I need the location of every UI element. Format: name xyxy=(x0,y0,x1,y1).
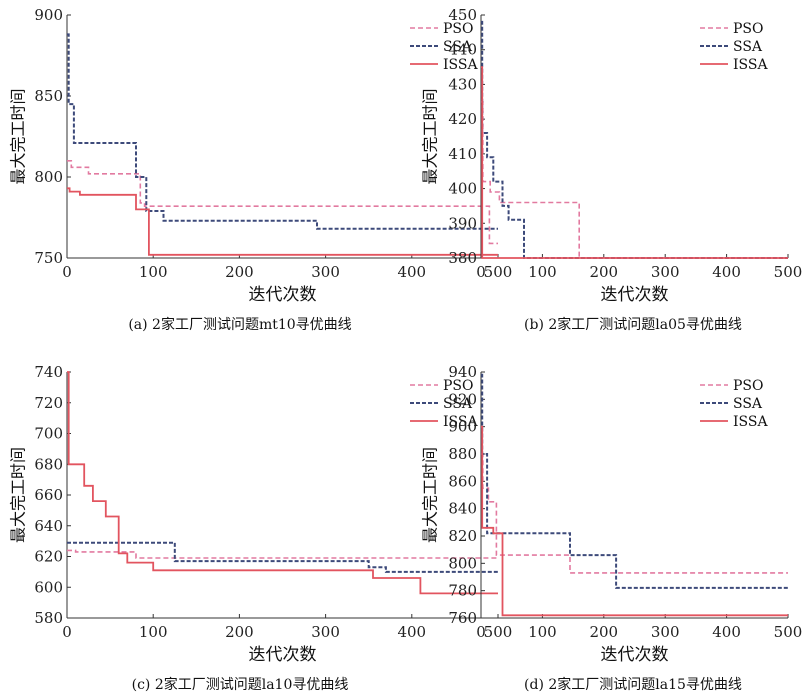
x-tick-label: 200 xyxy=(225,263,254,281)
x-tick-label: 500 xyxy=(484,263,513,281)
chart-caption: (c) 2家工厂测试问题la10寻优曲线 xyxy=(132,676,349,693)
y-tick-label: 840 xyxy=(448,500,477,518)
y-tick-label: 820 xyxy=(448,527,477,545)
y-axis-label: 最大完工时间 xyxy=(421,88,440,184)
chart-panel-2: 580 600 620 640 660 680 700 720 740 0 100 200 300 400… xyxy=(9,363,513,693)
series-line-ssa xyxy=(67,541,498,573)
x-axis-label: 迭代次数 xyxy=(249,645,317,665)
series-line-pso xyxy=(67,549,498,559)
x-tick-label: 400 xyxy=(397,623,426,641)
y-tick-label: 780 xyxy=(448,582,477,600)
x-tick-label: 200 xyxy=(589,263,618,281)
x-tick-label: 500 xyxy=(774,623,803,641)
x-axis-label: 迭代次数 xyxy=(249,285,317,305)
y-tick-label: 800 xyxy=(448,554,477,572)
legend-label-ssa: SSA xyxy=(443,396,473,412)
y-tick-label: 600 xyxy=(34,578,63,596)
y-tick-label: 900 xyxy=(34,6,63,24)
y-tick-label: 680 xyxy=(34,455,63,473)
y-tick-label: 750 xyxy=(34,249,63,267)
y-tick-label: 720 xyxy=(34,394,63,412)
y-tick-label: 380 xyxy=(448,249,477,267)
x-tick-label: 0 xyxy=(62,623,72,641)
y-tick-label: 440 xyxy=(448,41,477,59)
y-tick-label: 860 xyxy=(448,472,477,490)
legend-label-issa: ISSA xyxy=(443,57,478,73)
chart-panel-0: 750 800 850 900 0 100 200 300 400 500 PSO SSA ISSA 迭代… xyxy=(9,6,513,333)
x-tick-label: 300 xyxy=(651,623,680,641)
x-axis-label: 迭代次数 xyxy=(601,645,669,665)
series-line-ssa xyxy=(481,373,788,589)
x-tick-label: 100 xyxy=(528,623,557,641)
x-tick-label: 400 xyxy=(712,623,741,641)
x-tick-label: 500 xyxy=(484,623,513,641)
x-tick-label: 500 xyxy=(774,263,803,281)
chart-caption: (d) 2家工厂测试问题la15寻优曲线 xyxy=(524,676,742,693)
y-tick-label: 760 xyxy=(448,609,477,627)
legend-label-pso: PSO xyxy=(733,21,764,37)
y-axis-label: 最大完工时间 xyxy=(9,447,28,543)
x-tick-label: 400 xyxy=(397,263,426,281)
y-tick-label: 620 xyxy=(34,548,63,566)
series-line-issa xyxy=(481,66,788,259)
y-tick-label: 420 xyxy=(448,110,477,128)
x-tick-label: 300 xyxy=(311,623,340,641)
x-tick-label: 200 xyxy=(589,623,618,641)
legend-label-issa: ISSA xyxy=(733,414,768,430)
y-tick-label: 450 xyxy=(448,6,477,24)
series-line-issa xyxy=(67,187,498,256)
series-line-pso xyxy=(67,160,498,245)
y-tick-label: 640 xyxy=(34,517,63,535)
y-axis-label: 最大完工时间 xyxy=(421,447,440,543)
y-tick-label: 880 xyxy=(448,445,477,463)
chart-caption: (a) 2家工厂测试问题mt10寻优曲线 xyxy=(128,316,351,333)
y-tick-label: 700 xyxy=(34,425,63,443)
y-tick-label: 920 xyxy=(448,390,477,408)
x-tick-label: 200 xyxy=(225,623,254,641)
legend-label-issa: ISSA xyxy=(733,57,768,73)
y-tick-label: 660 xyxy=(34,486,63,504)
y-tick-label: 800 xyxy=(34,168,63,186)
series-line-ssa xyxy=(67,33,498,230)
y-tick-label: 410 xyxy=(448,145,477,163)
x-tick-label: 0 xyxy=(476,263,486,281)
x-tick-label: 300 xyxy=(651,263,680,281)
y-axis-label: 最大完工时间 xyxy=(9,88,28,184)
x-tick-label: 100 xyxy=(139,263,168,281)
legend-label-ssa: SSA xyxy=(733,396,763,412)
x-tick-label: 0 xyxy=(476,623,486,641)
chart-panel-3: 760 780 800 820 840 860 880 900 920 940 0 100 200 300… xyxy=(421,363,803,693)
legend-label-ssa: SSA xyxy=(443,39,473,55)
chart-panel-1: 380 390 400 410 420 430 440 450 0 100 200 300 400 500… xyxy=(421,6,803,333)
series-line-pso xyxy=(481,101,788,259)
y-tick-label: 580 xyxy=(34,609,63,627)
legend-label-pso: PSO xyxy=(443,378,474,394)
x-tick-label: 100 xyxy=(528,263,557,281)
series-line-issa xyxy=(481,425,788,617)
legend-label-issa: ISSA xyxy=(443,414,478,430)
x-tick-label: 100 xyxy=(139,623,168,641)
legend-label-pso: PSO xyxy=(443,21,474,37)
series-line-ssa xyxy=(481,20,788,259)
y-tick-label: 740 xyxy=(34,363,63,381)
y-tick-label: 900 xyxy=(448,418,477,436)
y-tick-label: 430 xyxy=(448,75,477,93)
legend-label-ssa: SSA xyxy=(733,39,763,55)
legend-label-pso: PSO xyxy=(733,378,764,394)
x-tick-label: 0 xyxy=(62,263,72,281)
x-axis-label: 迭代次数 xyxy=(601,285,669,305)
x-tick-label: 400 xyxy=(712,263,741,281)
chart-caption: (b) 2家工厂测试问题la05寻优曲线 xyxy=(524,316,742,333)
y-tick-label: 850 xyxy=(34,87,63,105)
y-tick-label: 390 xyxy=(448,214,477,232)
series-line-pso xyxy=(481,453,788,574)
y-tick-label: 400 xyxy=(448,180,477,198)
x-tick-label: 300 xyxy=(311,263,340,281)
series-line-issa xyxy=(67,371,498,595)
y-tick-label: 940 xyxy=(448,363,477,381)
